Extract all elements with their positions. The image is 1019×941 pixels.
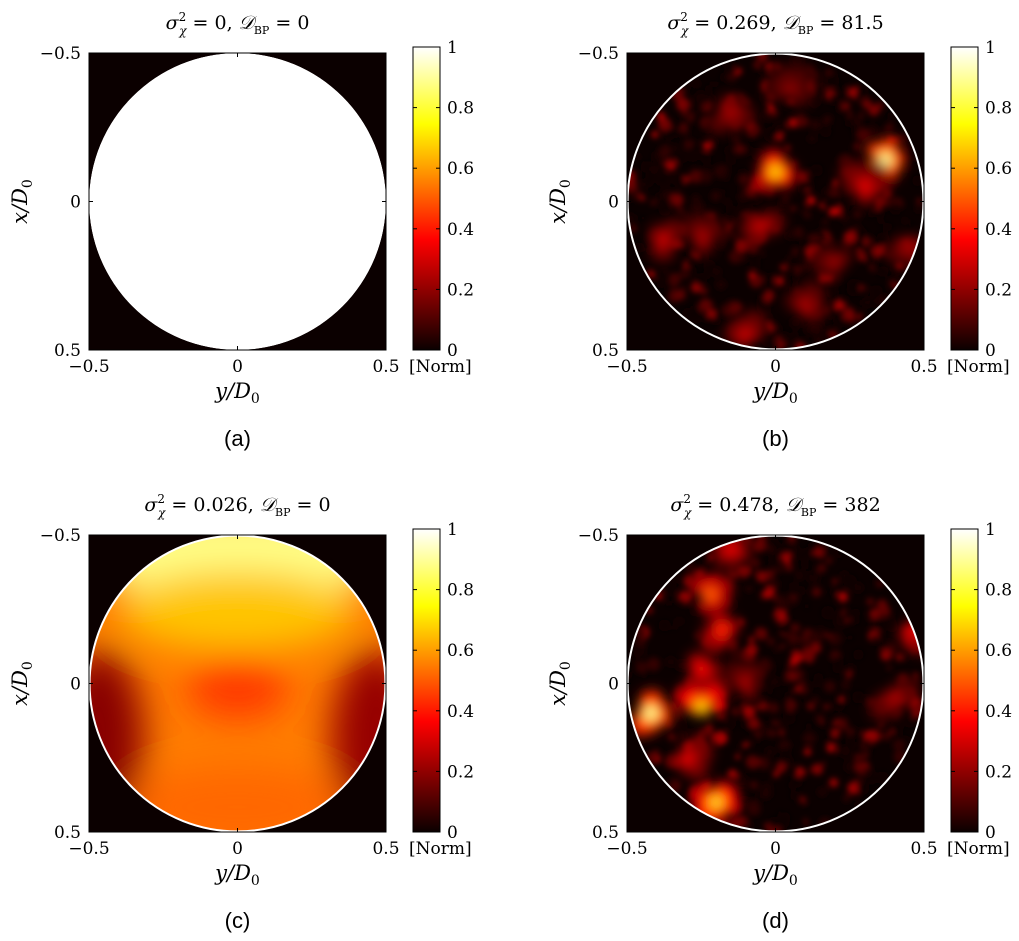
- colorbar-tick-label: 0.8: [985, 581, 1012, 601]
- colorbar-tick-label: 0.2: [985, 280, 1012, 300]
- panel-4: −0.5 −0.5 0 0 0.5 0.5 y/D0 x/D0 σ2 χ = 0.478, 𝒟BP…: [546, 492, 1012, 933]
- y-tick-label: 0: [70, 675, 81, 695]
- x-tick-label: 0.5: [910, 357, 937, 377]
- y-tick-label: 0.5: [592, 823, 619, 843]
- panel-2: −0.5 −0.5 0 0 0.5 0.5 y/D0 x/D0 σ2 χ = 0.269, 𝒟BP…: [546, 10, 1012, 451]
- colorbar-tick-label: 0.6: [447, 159, 474, 179]
- colorbar-tick-label: 0.4: [985, 702, 1012, 722]
- colorbar-tick-label: 1: [985, 38, 996, 58]
- speckle-blob: [757, 149, 797, 189]
- colorbar: [950, 46, 979, 351]
- colorbar: [412, 46, 441, 351]
- panel-label: (a): [224, 426, 251, 451]
- x-axis-label: y/D0: [752, 379, 798, 407]
- panel-title: σ2 χ = 0.478, 𝒟BP = 382: [670, 492, 880, 520]
- panel-title: σ2 χ = 0.026, 𝒟BP = 0: [144, 492, 330, 520]
- y-axis-label: x/D0: [546, 661, 574, 706]
- y-axis-label: x/D0: [546, 179, 574, 224]
- panel-label: (c): [225, 908, 251, 933]
- colorbar-tick-label: 0.8: [985, 99, 1012, 119]
- speckle-blob: [764, 64, 814, 107]
- x-tick-label: 0.5: [372, 357, 399, 377]
- colorbar-tick-label: 1: [447, 520, 458, 540]
- x-tick-label: 0: [770, 357, 781, 377]
- intensity-map: [627, 535, 924, 832]
- colorbar-tick-label: 0.8: [447, 99, 474, 119]
- x-axis-label: y/D0: [214, 379, 260, 407]
- y-axis-label: x/D0: [8, 661, 36, 706]
- colorbar-unit: [Norm]: [947, 357, 1010, 377]
- colorbar-tick-label: 0: [447, 341, 458, 361]
- speckle-blob: [809, 246, 854, 278]
- x-tick-label: 0: [770, 839, 781, 859]
- panel-title: σ2 χ = 0.269, 𝒟BP = 81.5: [667, 10, 883, 38]
- speckle-blob: [687, 651, 721, 691]
- speckle-blob: [629, 689, 673, 736]
- colorbar-tick-label: 0: [985, 823, 996, 843]
- y-tick-label: 0.5: [54, 823, 81, 843]
- speckle-blob: [868, 678, 920, 721]
- speckle-blob: [707, 94, 755, 135]
- speckle-blob: [725, 661, 761, 703]
- y-tick-label: 0: [70, 193, 81, 213]
- colorbar-tick-label: 0.4: [447, 702, 474, 722]
- y-tick-label: −0.5: [40, 526, 81, 546]
- y-tick-label: 0.5: [592, 341, 619, 361]
- speckle-blob: [693, 781, 740, 826]
- y-tick-label: 0: [608, 193, 619, 213]
- speckle-blob: [839, 161, 890, 206]
- colorbar-tick-label: 0.2: [985, 762, 1012, 782]
- colorbar-unit: [Norm]: [409, 357, 472, 377]
- colorbar-tick-label: 0.6: [985, 641, 1012, 661]
- x-axis-label: y/D0: [214, 861, 260, 889]
- x-tick-label: 0.5: [372, 839, 399, 859]
- panel-1: −0.5 −0.5 0 0 0.5 0.5 y/D0 x/D0 σ2 χ = 0, 𝒟BP = 0…: [8, 10, 474, 451]
- panel-title: σ2 χ = 0, 𝒟BP = 0: [166, 10, 310, 38]
- colorbar-unit: [Norm]: [409, 839, 472, 859]
- colorbar-tick-label: 0.2: [447, 762, 474, 782]
- speckle-blob: [785, 281, 826, 323]
- y-tick-label: −0.5: [578, 526, 619, 546]
- intensity-map: [627, 53, 924, 350]
- colorbar-tick-label: 0.2: [447, 280, 474, 300]
- colorbar-tick-label: 0: [985, 341, 996, 361]
- speckle-blob: [649, 218, 686, 262]
- panel-label: (b): [762, 426, 789, 451]
- colorbar-tick-label: 0.4: [447, 220, 474, 240]
- x-tick-label: −0.5: [68, 839, 109, 859]
- y-tick-label: −0.5: [40, 44, 81, 64]
- y-tick-label: 0: [608, 675, 619, 695]
- y-tick-label: −0.5: [578, 44, 619, 64]
- colorbar-tick-label: 0.8: [447, 581, 474, 601]
- speckle-blob: [685, 213, 721, 257]
- y-tick-label: 0.5: [54, 341, 81, 361]
- x-tick-label: 0: [232, 357, 243, 377]
- colorbar: [412, 528, 441, 833]
- speckle-blob: [739, 209, 785, 244]
- colorbar-tick-label: 0: [447, 823, 458, 843]
- intensity-map: [89, 53, 386, 350]
- speckle-blob: [700, 611, 740, 653]
- x-tick-label: −0.5: [606, 839, 647, 859]
- x-tick-label: −0.5: [606, 357, 647, 377]
- uniform-aperture: [89, 53, 386, 350]
- speckle-blob: [673, 737, 713, 781]
- colorbar-tick-label: 0.6: [985, 159, 1012, 179]
- colorbar-tick-label: 0.4: [985, 220, 1012, 240]
- colorbar-tick-label: 1: [447, 38, 458, 58]
- panel-label: (d): [762, 908, 789, 933]
- colorbar-tick-label: 1: [985, 520, 996, 540]
- x-tick-label: 0: [232, 839, 243, 859]
- panel-3: −0.5 −0.5 0 0 0.5 0.5 y/D0 x/D0 σ2 χ = 0.026, 𝒟BP…: [8, 492, 474, 933]
- colorbar: [950, 528, 979, 833]
- colorbar-unit: [Norm]: [947, 839, 1010, 859]
- speckle-blob: [724, 310, 767, 348]
- colorbar-tick-label: 0.6: [447, 641, 474, 661]
- x-axis-label: y/D0: [752, 861, 798, 889]
- speckle-blob: [688, 573, 733, 615]
- x-tick-label: 0.5: [910, 839, 937, 859]
- x-tick-label: −0.5: [68, 357, 109, 377]
- y-axis-label: x/D0: [8, 179, 36, 224]
